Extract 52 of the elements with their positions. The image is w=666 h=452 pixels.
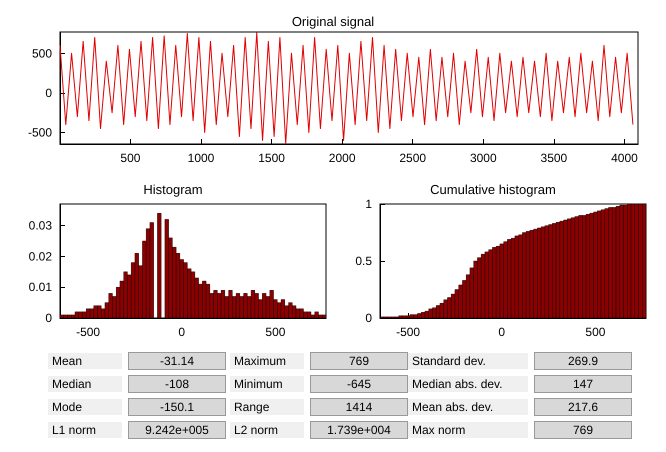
x-tick-label: 2500: [399, 151, 426, 165]
text: Median: [48, 376, 122, 392]
y-tick-label: 0.5: [355, 254, 372, 268]
chart-title: Cumulative histogram: [430, 182, 556, 197]
text: Minimum: [230, 376, 304, 392]
y-tick-label: 500: [32, 46, 52, 60]
y-tick-label: 1: [365, 197, 372, 211]
x-tick-label: 3500: [540, 151, 568, 165]
y-tick-label: 0.01: [28, 280, 52, 294]
y-tick-label: 0: [45, 86, 52, 100]
text: -31.14: [128, 352, 226, 370]
text: 147: [534, 375, 632, 393]
x-tick-label: -500: [396, 325, 420, 339]
x-tick-label: 2000: [328, 151, 356, 165]
text: -150.1: [128, 398, 226, 416]
text: 1.739e+004: [310, 421, 408, 439]
text: Max norm: [408, 422, 528, 438]
chart-title: Histogram: [143, 182, 203, 197]
x-tick-label: 0: [178, 325, 186, 339]
text: L2 norm: [230, 422, 304, 438]
text: 9.242e+005: [128, 421, 226, 439]
x-tick-label: 1000: [188, 151, 215, 165]
text: 1414: [310, 398, 408, 416]
text: Mean abs. dev.: [408, 399, 528, 415]
y-tick-label: 0.03: [28, 218, 52, 233]
text: 769: [534, 421, 632, 439]
x-tick-label: 500: [585, 325, 606, 339]
line-series: [60, 32, 634, 144]
text: 769: [310, 352, 408, 370]
text: Standard dev.: [408, 353, 528, 369]
x-tick-label: 4000: [611, 151, 638, 165]
y-tick-label: 0: [45, 311, 52, 325]
x-tick-label: 1500: [258, 151, 286, 165]
x-tick-label: 500: [120, 151, 141, 165]
x-tick-label: -500: [76, 325, 100, 339]
text: Mode: [48, 399, 122, 415]
text: -645: [310, 375, 408, 393]
text: Median abs. dev.: [408, 376, 528, 392]
x-tick-label: 0: [498, 325, 506, 339]
text: Range: [230, 399, 304, 415]
y-tick-label: 0.02: [28, 249, 52, 264]
text: Mean: [48, 353, 122, 369]
text: -108: [128, 375, 226, 393]
text: L1 norm: [48, 422, 122, 438]
text: Maximum: [230, 353, 304, 369]
y-tick-label: -500: [28, 126, 52, 140]
chart-title: Original signal: [292, 14, 374, 29]
text: 269.9: [534, 352, 632, 370]
x-tick-label: 3000: [470, 151, 497, 165]
x-tick-label: 500: [265, 325, 286, 339]
text: 217.6: [534, 398, 632, 416]
y-tick-label: 0: [365, 311, 372, 325]
